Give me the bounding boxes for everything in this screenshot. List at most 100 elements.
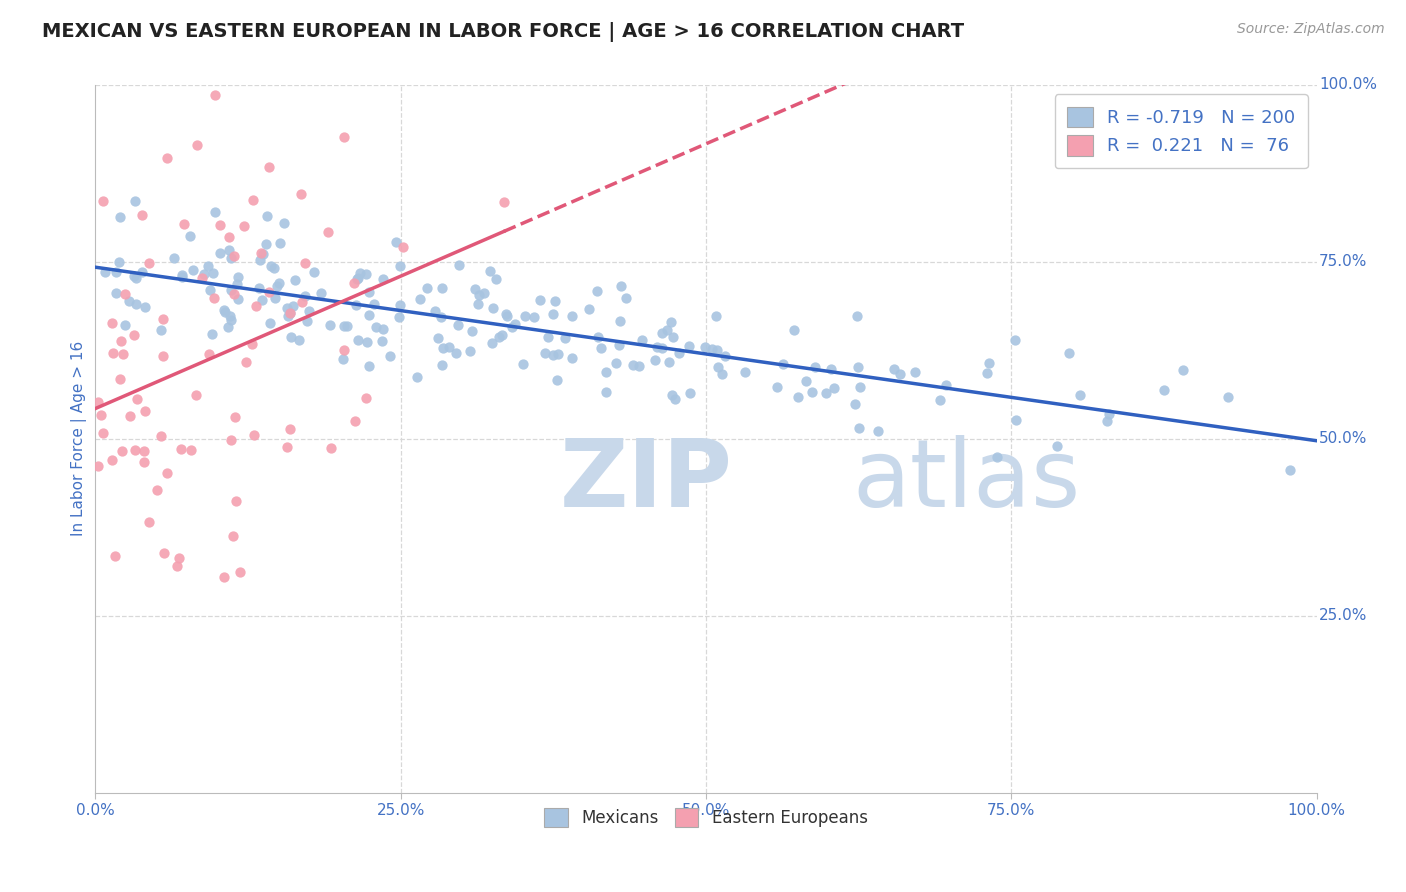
Point (678, 339, 700, 353)
Point (278, 306, 301, 320)
Point (100, 452, 122, 467)
Point (734, 365, 756, 379)
Point (204, 88, 226, 103)
Point (430, 281, 453, 295)
Point (149, 429, 172, 443)
Point (1059, 346, 1081, 360)
Point (214, 570, 236, 584)
Point (458, 343, 481, 358)
Point (170, 269, 193, 284)
Point (208, 218, 231, 232)
Point (290, 186, 312, 201)
Point (848, 421, 870, 435)
Point (120, 409, 142, 424)
Point (242, 193, 264, 207)
Point (391, 240, 413, 254)
Point (668, 345, 690, 359)
Point (269, 236, 291, 251)
Point (986, 450, 1008, 465)
Point (125, 392, 148, 407)
Point (492, 195, 515, 210)
Point (333, 319, 356, 334)
Point (586, 285, 609, 299)
Point (173, 217, 195, 231)
Point (359, 308, 381, 322)
Point (202, 266, 225, 280)
Point (541, 348, 564, 362)
Point (243, 428, 266, 442)
Point (976, 366, 998, 380)
Point (138, 255, 160, 269)
Point (529, 293, 551, 307)
Point (610, 279, 633, 293)
Point (561, 351, 583, 365)
Point (179, 229, 201, 244)
Point (321, 441, 343, 455)
Point (218, 230, 240, 244)
Point (363, 297, 385, 311)
Point (501, 319, 523, 334)
Point (846, 309, 869, 323)
Point (117, 293, 139, 308)
Point (259, 316, 281, 330)
Point (284, 272, 307, 286)
Text: 25.0%: 25.0% (1319, 608, 1368, 624)
Point (495, 307, 517, 321)
Point (1069, 388, 1091, 402)
Point (276, 440, 298, 454)
Point (254, 236, 277, 251)
Point (169, 550, 191, 565)
Point (1004, 412, 1026, 426)
Point (217, 320, 239, 334)
Point (1171, 362, 1194, 376)
Point (388, 298, 411, 312)
Point (935, 378, 957, 392)
Point (90, 409, 112, 423)
Point (467, 297, 489, 311)
Point (425, 304, 447, 318)
Point (586, 330, 609, 344)
Point (316, 225, 339, 239)
Point (233, 219, 256, 233)
Point (370, 334, 392, 349)
Point (212, 303, 235, 318)
Point (481, 336, 503, 351)
Point (655, 323, 678, 337)
Point (344, 414, 367, 428)
Point (651, 341, 673, 355)
Point (630, 333, 652, 347)
Point (224, 249, 246, 263)
Point (104, 265, 127, 279)
Point (447, 258, 470, 272)
Point (714, 349, 737, 363)
Point (125, 271, 148, 285)
Point (104, 285, 127, 300)
Point (478, 264, 501, 278)
Point (803, 360, 825, 375)
Point (889, 367, 911, 381)
Point (1046, 439, 1069, 453)
Point (112, 347, 135, 361)
Point (658, 355, 681, 369)
Point (111, 444, 134, 458)
Point (124, 194, 146, 209)
Point (336, 319, 359, 334)
Point (309, 286, 332, 301)
Point (202, 291, 225, 305)
Point (609, 314, 631, 328)
Point (523, 310, 546, 325)
Point (488, 329, 510, 343)
Point (318, 318, 340, 332)
Point (1004, 333, 1026, 347)
Point (659, 315, 682, 329)
Point (794, 374, 817, 388)
Point (664, 392, 686, 406)
Point (491, 328, 513, 343)
Point (468, 287, 491, 301)
Point (333, 343, 356, 357)
Point (114, 318, 136, 332)
Point (380, 349, 402, 363)
Point (87, 459, 110, 474)
Point (589, 341, 612, 355)
Point (1278, 463, 1301, 477)
